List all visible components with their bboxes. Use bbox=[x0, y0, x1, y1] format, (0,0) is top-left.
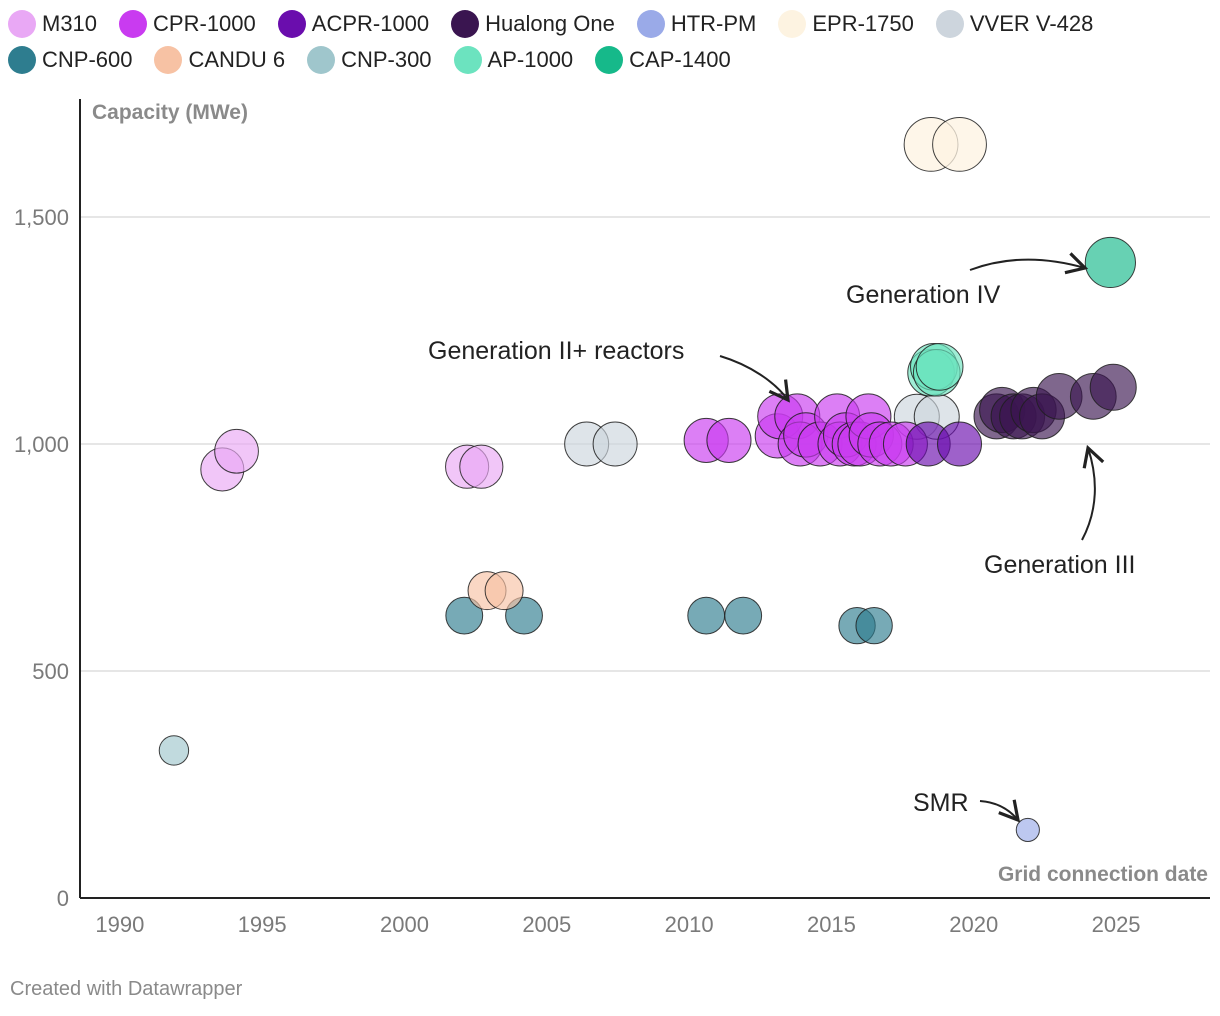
legend-label: M310 bbox=[42, 11, 98, 36]
legend: M310 CPR-1000 ACPR-1000 Hualong One HTR-PM EP… bbox=[8, 6, 1208, 78]
legend-item: CNP-300 bbox=[307, 46, 432, 74]
data-point-htr-pm bbox=[1015, 817, 1040, 842]
legend-item: CANDU 6 bbox=[154, 46, 285, 74]
x-tick-label: 1990 bbox=[95, 912, 144, 937]
y-axis-title: Capacity (MWe) bbox=[92, 101, 248, 124]
legend-item: AP-1000 bbox=[453, 46, 574, 74]
data-points bbox=[158, 116, 1137, 842]
data-point-vver-v-428 bbox=[592, 421, 638, 467]
legend-label: CNP-600 bbox=[42, 47, 133, 72]
data-point-cap-1400 bbox=[1084, 236, 1136, 289]
legend-label: CAP-1400 bbox=[629, 47, 731, 72]
legend-label: EPR-1750 bbox=[812, 11, 914, 36]
footer-credit: Created with Datawrapper bbox=[10, 978, 243, 1000]
annotation-generation-iv: Generation IV bbox=[846, 281, 1001, 309]
data-point-cnp-600 bbox=[855, 606, 893, 645]
legend-label: CPR-1000 bbox=[153, 11, 256, 36]
legend-swatch bbox=[277, 10, 306, 38]
legend-label: Hualong One bbox=[485, 11, 615, 36]
annotation-smr: SMR bbox=[913, 789, 969, 817]
data-point-epr-1750 bbox=[932, 116, 987, 172]
data-point-acpr-1000 bbox=[937, 421, 983, 467]
legend-item: ACPR-1000 bbox=[277, 10, 430, 38]
y-tick-label: 500 bbox=[32, 659, 69, 684]
legend-label: HTR-PM bbox=[670, 11, 757, 36]
y-tick-labels: 0 500 1,000 1,500 bbox=[14, 205, 69, 911]
annotations: Generation IV Generation II+ reactors Ge… bbox=[428, 252, 1135, 823]
legend-item: Hualong One bbox=[451, 10, 615, 38]
legend-item: VVER V-428 bbox=[935, 10, 1094, 38]
data-point-cnp-600 bbox=[445, 596, 484, 635]
legend-item: CNP-600 bbox=[8, 46, 132, 74]
x-tick-label: 2015 bbox=[807, 912, 856, 937]
legend-swatch bbox=[8, 10, 36, 38]
legend-row: CNP-600 CANDU 6 CNP-300 AP-1000 CAP-1400 bbox=[8, 42, 1208, 78]
legend-item: CAP-1400 bbox=[595, 46, 731, 74]
data-point-cnp-600 bbox=[724, 596, 763, 635]
legend-row: M310 CPR-1000 ACPR-1000 Hualong One HTR-PM EP… bbox=[8, 6, 1208, 42]
data-point-m310 bbox=[214, 428, 259, 474]
chart: 0 500 1,000 1,500 1990 1995 2000 2005 2010 2015 2… bbox=[14, 99, 1210, 937]
arrow-generation-ii-plus bbox=[719, 355, 790, 403]
legend-item: CPR-1000 bbox=[119, 10, 256, 38]
annotation-generation-iii: Generation III bbox=[984, 551, 1135, 579]
arrow-generation-iv bbox=[969, 252, 1089, 275]
annotation-generation-ii-plus: Generation II+ reactors bbox=[428, 337, 684, 365]
arrow-generation-iii bbox=[1081, 444, 1105, 541]
legend-label: CANDU 6 bbox=[188, 47, 286, 72]
y-tick-label: 0 bbox=[57, 886, 69, 911]
data-point-cnp-600 bbox=[687, 596, 726, 635]
legend-swatch bbox=[935, 10, 964, 38]
legend-swatch bbox=[778, 10, 807, 38]
data-point-cnp-300 bbox=[158, 735, 190, 766]
x-tick-label: 2010 bbox=[665, 912, 714, 937]
legend-swatch bbox=[451, 10, 480, 38]
legend-label: VVER V-428 bbox=[969, 11, 1094, 36]
arrow-smr bbox=[979, 799, 1021, 823]
data-point-m310 bbox=[459, 444, 504, 489]
data-point-hualong-one bbox=[1089, 363, 1137, 411]
legend-swatch bbox=[119, 10, 148, 38]
y-tick-label: 1,000 bbox=[14, 432, 69, 457]
legend-swatch bbox=[8, 46, 36, 74]
data-point-cpr-1000 bbox=[706, 417, 752, 463]
x-tick-label: 2000 bbox=[380, 912, 429, 937]
y-tick-label: 1,500 bbox=[14, 205, 69, 230]
x-tick-label: 2005 bbox=[522, 912, 571, 937]
legend-label: ACPR-1000 bbox=[311, 11, 430, 36]
legend-swatch bbox=[636, 10, 665, 38]
legend-label: CNP-300 bbox=[341, 47, 432, 72]
x-tick-label: 2025 bbox=[1092, 912, 1141, 937]
legend-swatch bbox=[453, 46, 482, 74]
legend-item: HTR-PM bbox=[636, 10, 757, 38]
legend-item: M310 bbox=[8, 10, 97, 38]
data-point-ap-1000 bbox=[915, 342, 964, 391]
data-point-candu-6 bbox=[484, 571, 524, 611]
x-tick-labels: 1990 1995 2000 2005 2010 2015 2020 2025 bbox=[95, 912, 1140, 937]
gridlines bbox=[80, 216, 1210, 672]
legend-swatch bbox=[154, 46, 183, 74]
legend-swatch bbox=[307, 46, 336, 74]
x-axis-title: Grid connection date bbox=[998, 863, 1208, 886]
legend-label: AP-1000 bbox=[487, 47, 574, 72]
x-tick-label: 1995 bbox=[238, 912, 287, 937]
x-tick-label: 2020 bbox=[949, 912, 998, 937]
legend-swatch bbox=[595, 46, 624, 74]
legend-item: EPR-1750 bbox=[778, 10, 914, 38]
